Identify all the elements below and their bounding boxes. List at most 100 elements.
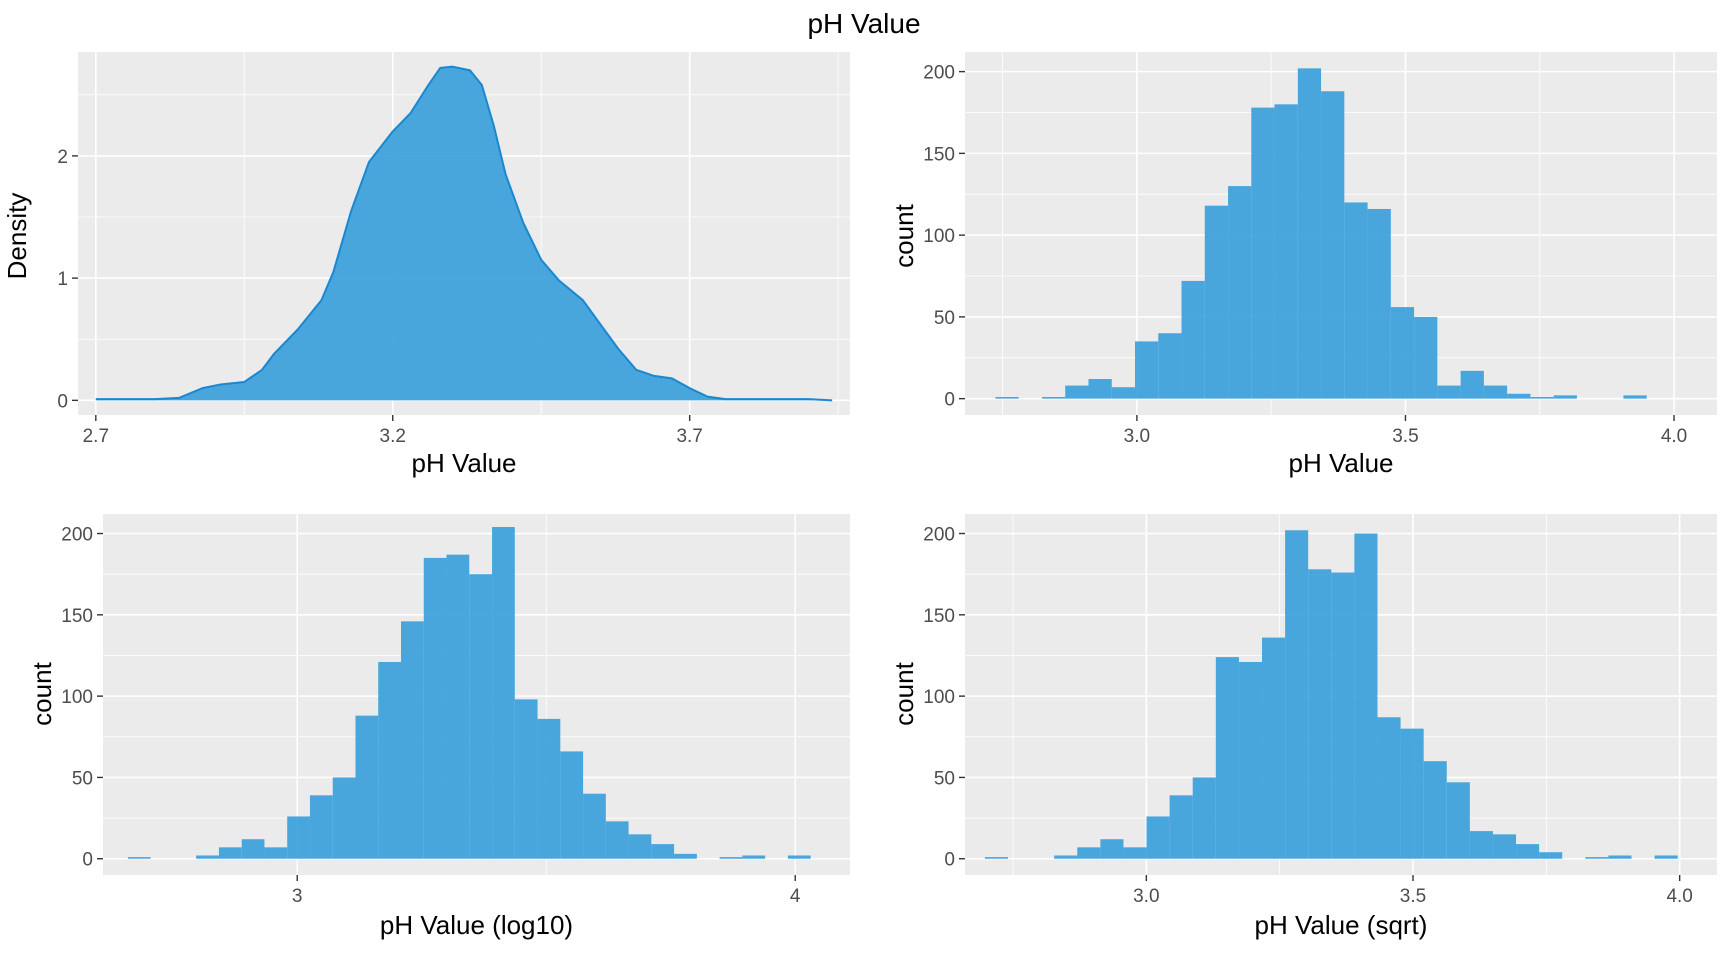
- histogram-bar: [1181, 280, 1205, 399]
- histogram-bar: [196, 855, 219, 859]
- x-tick-label: 4.0: [1661, 426, 1687, 447]
- histogram-bar: [1111, 387, 1136, 399]
- histogram-bar: [995, 397, 1019, 399]
- histogram-bar: [1228, 186, 1252, 399]
- histogram-bar: [1238, 661, 1263, 859]
- histogram-bar: [1169, 795, 1193, 859]
- histogram-bar: [742, 855, 766, 859]
- y-tick-label: 50: [934, 768, 955, 789]
- histogram-bar: [1507, 393, 1531, 399]
- histogram-bar: [309, 795, 333, 859]
- y-tick-label: 50: [934, 308, 955, 329]
- histogram-bar: [719, 857, 743, 859]
- histogram-bar: [378, 661, 402, 859]
- histogram-bar: [1077, 847, 1101, 859]
- x-tick-label: 3.5: [1400, 886, 1426, 907]
- x-tick-label: 2.7: [83, 426, 109, 447]
- x-tick-label: 3.0: [1124, 426, 1150, 447]
- histogram-bar: [332, 777, 356, 859]
- histogram-bar: [537, 718, 561, 859]
- histogram-bar: [241, 839, 265, 859]
- histogram-bar: [605, 821, 629, 859]
- histogram-bar: [1437, 385, 1461, 399]
- histogram-bar: [1623, 395, 1647, 399]
- histogram-bar: [1297, 68, 1322, 399]
- y-tick-label: 100: [923, 687, 955, 708]
- x-axis-title: pH Value (log10): [380, 910, 573, 940]
- histogram-bar: [1123, 847, 1147, 859]
- y-tick-label: 0: [82, 850, 93, 871]
- histogram-bar: [1469, 831, 1493, 859]
- histogram-bar: [1608, 855, 1632, 859]
- density-area: [95, 66, 833, 401]
- histogram-bar: [1530, 397, 1554, 399]
- histogram-bar: [1377, 717, 1401, 859]
- histogram-bar: [1135, 341, 1159, 399]
- histogram-bar: [1285, 530, 1309, 859]
- histogram-bar: [1192, 777, 1216, 859]
- histogram-bar: [1654, 855, 1678, 859]
- y-tick-label: 200: [923, 525, 955, 546]
- histogram-bar: [1308, 569, 1332, 859]
- histogram-bar: [1446, 782, 1470, 859]
- x-axis-title: pH Value: [1288, 448, 1393, 478]
- histogram-bar: [514, 699, 538, 859]
- histogram-bar: [1585, 857, 1609, 859]
- sqrt-histogram-panel: 3.0 3.5 4.0 0 50 100 150 200 pH Value (sqrt) coun…: [889, 514, 1717, 940]
- y-tick-label: 0: [944, 850, 955, 871]
- histogram-bar: [1367, 208, 1391, 399]
- histogram-bar: [1204, 205, 1229, 399]
- histogram-bar: [1344, 202, 1368, 399]
- y-tick-label: 0: [57, 391, 68, 412]
- histogram-bar: [1539, 852, 1563, 859]
- x-tick-label: 4: [790, 886, 801, 907]
- x-tick-label: 3.0: [1133, 886, 1159, 907]
- histogram-bar: [446, 554, 470, 859]
- x-tick-label: 3: [292, 886, 303, 907]
- histogram-bar: [1400, 728, 1424, 859]
- x-tick-label: 3.7: [676, 426, 702, 447]
- x-axis-title: pH Value: [411, 448, 516, 478]
- histogram-bar: [651, 844, 675, 859]
- histogram-bar: [1460, 370, 1484, 399]
- histogram-bar: [1054, 855, 1078, 859]
- y-axis-title: Density: [2, 193, 32, 280]
- y-tick-label: 200: [923, 63, 955, 84]
- y-axis-title: count: [889, 203, 919, 267]
- histogram-bar: [127, 857, 151, 859]
- histogram-bar: [1553, 395, 1577, 399]
- histogram-bar: [1423, 761, 1447, 859]
- histogram-bar: [1516, 844, 1540, 859]
- histogram-bar: [1414, 316, 1438, 399]
- histogram-bar: [264, 847, 288, 859]
- histogram-bar: [1390, 307, 1415, 399]
- y-tick-label: 100: [923, 226, 955, 247]
- histogram-bar: [1158, 333, 1182, 399]
- histogram-bar: [469, 574, 493, 859]
- histogram-bar: [1331, 572, 1355, 859]
- figure-title: pH Value: [807, 8, 920, 39]
- histogram-bar: [218, 847, 242, 859]
- histogram-bar: [401, 621, 424, 859]
- density-panel: 2.7 3.2 3.7 0 1 2 pH Value Density: [2, 52, 850, 478]
- x-tick-label: 3.5: [1392, 426, 1418, 447]
- histogram-bar: [1041, 397, 1066, 399]
- histogram-bar: [984, 857, 1008, 859]
- histogram-bar: [787, 855, 811, 859]
- histogram-bar: [1483, 385, 1508, 399]
- histogram-bar: [1065, 385, 1089, 399]
- y-tick-label: 150: [923, 144, 955, 165]
- y-tick-label: 0: [944, 390, 955, 411]
- y-tick-label: 1: [57, 269, 68, 290]
- histogram-bar: [1354, 533, 1378, 859]
- y-tick-label: 150: [61, 606, 93, 627]
- histogram-bar: [1100, 839, 1124, 859]
- log10-histogram-panel: 3 4 0 50 100 150 200 pH Value (log10) count: [27, 514, 850, 940]
- histogram-bar: [1215, 657, 1239, 859]
- histogram-bar: [355, 715, 379, 859]
- histogram-bar: [1251, 107, 1275, 399]
- y-tick-label: 100: [61, 687, 93, 708]
- histogram-panel: 3.0 3.5 4.0 0 50 100 150 200 pH Value count: [889, 52, 1717, 478]
- y-tick-label: 200: [61, 525, 93, 546]
